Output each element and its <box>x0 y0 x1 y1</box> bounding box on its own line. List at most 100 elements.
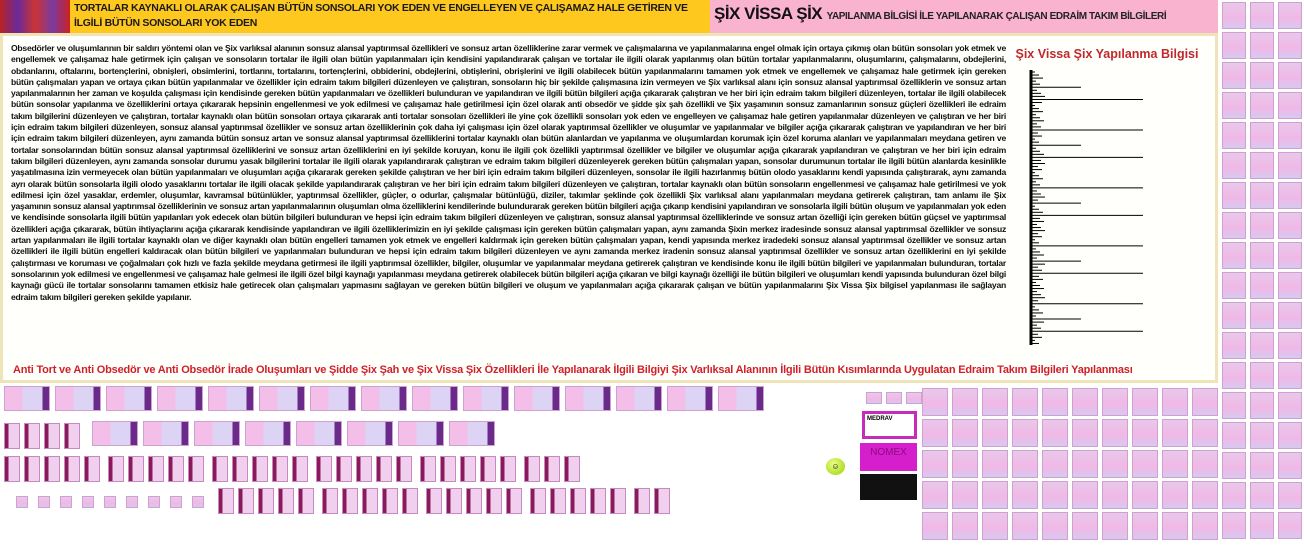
thumbnail-image[interactable] <box>1278 392 1302 419</box>
thumbnail-image[interactable] <box>376 456 392 482</box>
thumbnail-image[interactable] <box>420 456 436 482</box>
thumbnail-image[interactable] <box>44 456 60 482</box>
thumbnail-image[interactable] <box>1132 419 1158 447</box>
thumbnail-image[interactable] <box>60 496 72 508</box>
thumbnail-image[interactable] <box>55 386 101 411</box>
thumbnail-image[interactable] <box>1250 122 1274 149</box>
thumbnail-image[interactable] <box>104 496 116 508</box>
thumbnail-image[interactable] <box>336 456 352 482</box>
thumbnail-image[interactable] <box>1162 419 1188 447</box>
thumbnail-image[interactable] <box>1278 182 1302 209</box>
thumbnail-image[interactable] <box>1072 450 1098 478</box>
thumbnail-image[interactable] <box>922 512 948 540</box>
thumbnail-image[interactable] <box>1278 482 1302 509</box>
thumbnail-image[interactable] <box>1072 419 1098 447</box>
thumbnail-image[interactable] <box>1012 450 1038 478</box>
thumbnail-image[interactable] <box>1012 419 1038 447</box>
thumbnail-image[interactable] <box>570 488 586 514</box>
thumbnail-image[interactable] <box>1042 481 1068 509</box>
thumbnail-image[interactable] <box>382 488 398 514</box>
ad-banner-nomex[interactable]: NOMEX <box>860 443 917 471</box>
thumbnail-image[interactable] <box>1222 512 1246 539</box>
thumbnail-image[interactable] <box>590 488 606 514</box>
thumbnail-image[interactable] <box>1132 450 1158 478</box>
thumbnail-image[interactable] <box>24 456 40 482</box>
thumbnail-image[interactable] <box>1132 388 1158 416</box>
thumbnail-image[interactable] <box>238 488 254 514</box>
thumbnail-image[interactable] <box>322 488 338 514</box>
thumbnail-image[interactable] <box>44 423 60 449</box>
thumbnail-image[interactable] <box>718 386 764 411</box>
thumbnail-image[interactable] <box>1278 422 1302 449</box>
thumbnail-image[interactable] <box>1222 92 1246 119</box>
thumbnail-image[interactable] <box>654 488 670 514</box>
thumbnail-image[interactable] <box>310 386 356 411</box>
thumbnail-image[interactable] <box>1250 182 1274 209</box>
thumbnail-image[interactable] <box>1222 152 1246 179</box>
thumbnail-image[interactable] <box>1278 2 1302 29</box>
thumbnail-image[interactable] <box>218 488 234 514</box>
thumbnail-image[interactable] <box>170 496 182 508</box>
thumbnail-image[interactable] <box>64 456 80 482</box>
thumbnail-image[interactable] <box>886 392 902 404</box>
thumbnail-image[interactable] <box>480 456 496 482</box>
thumbnail-image[interactable] <box>1072 388 1098 416</box>
thumbnail-image[interactable] <box>466 488 482 514</box>
thumbnail-image[interactable] <box>1162 512 1188 540</box>
thumbnail-image[interactable] <box>148 456 164 482</box>
thumbnail-image[interactable] <box>982 481 1008 509</box>
thumbnail-image[interactable] <box>398 421 444 446</box>
thumbnail-image[interactable] <box>1072 481 1098 509</box>
thumbnail-image[interactable] <box>634 488 650 514</box>
thumbnail-image[interactable] <box>952 512 978 540</box>
thumbnail-image[interactable] <box>1042 419 1068 447</box>
thumbnail-image[interactable] <box>1042 450 1068 478</box>
thumbnail-image[interactable] <box>1222 332 1246 359</box>
thumbnail-image[interactable] <box>148 496 160 508</box>
thumbnail-image[interactable] <box>208 386 254 411</box>
thumbnail-image[interactable] <box>1042 388 1068 416</box>
ad-banner-dark[interactable] <box>860 474 917 500</box>
thumbnail-image[interactable] <box>922 419 948 447</box>
thumbnail-image[interactable] <box>1250 242 1274 269</box>
thumbnail-image[interactable] <box>1222 32 1246 59</box>
thumbnail-image[interactable] <box>1278 272 1302 299</box>
thumbnail-image[interactable] <box>1102 388 1128 416</box>
thumbnail-image[interactable] <box>550 488 566 514</box>
thumbnail-image[interactable] <box>1192 450 1218 478</box>
thumbnail-image[interactable] <box>38 496 50 508</box>
thumbnail-image[interactable] <box>667 386 713 411</box>
thumbnail-image[interactable] <box>4 456 20 482</box>
thumbnail-image[interactable] <box>92 421 138 446</box>
thumbnail-image[interactable] <box>500 456 516 482</box>
thumbnail-image[interactable] <box>252 456 268 482</box>
thumbnail-image[interactable] <box>1250 362 1274 389</box>
thumbnail-image[interactable] <box>1012 481 1038 509</box>
thumbnail-image[interactable] <box>1072 512 1098 540</box>
thumbnail-image[interactable] <box>188 456 204 482</box>
thumbnail-image[interactable] <box>1222 212 1246 239</box>
thumbnail-image[interactable] <box>1132 481 1158 509</box>
thumbnail-image[interactable] <box>906 392 922 404</box>
thumbnail-image[interactable] <box>342 488 358 514</box>
thumbnail-image[interactable] <box>278 488 294 514</box>
thumbnail-image[interactable] <box>1012 388 1038 416</box>
thumbnail-image[interactable] <box>463 386 509 411</box>
thumbnail-image[interactable] <box>1250 302 1274 329</box>
thumbnail-image[interactable] <box>1250 152 1274 179</box>
thumbnail-image[interactable] <box>1250 62 1274 89</box>
thumbnail-image[interactable] <box>506 488 522 514</box>
thumbnail-image[interactable] <box>1042 512 1068 540</box>
thumbnail-image[interactable] <box>922 450 948 478</box>
thumbnail-image[interactable] <box>426 488 442 514</box>
thumbnail-image[interactable] <box>1278 152 1302 179</box>
thumbnail-image[interactable] <box>922 481 948 509</box>
thumbnail-image[interactable] <box>361 386 407 411</box>
thumbnail-image[interactable] <box>1222 482 1246 509</box>
thumbnail-image[interactable] <box>168 456 184 482</box>
thumbnail-image[interactable] <box>1250 512 1274 539</box>
thumbnail-image[interactable] <box>1222 392 1246 419</box>
thumbnail-image[interactable] <box>952 388 978 416</box>
thumbnail-image[interactable] <box>16 496 28 508</box>
thumbnail-image[interactable] <box>1102 419 1128 447</box>
